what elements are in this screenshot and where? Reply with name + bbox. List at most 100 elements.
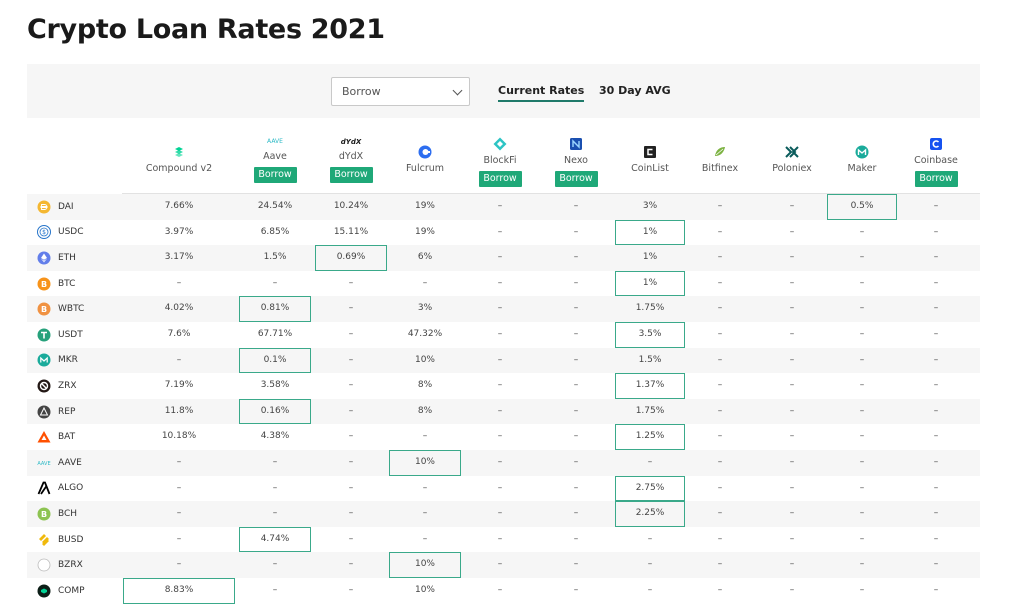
rate-cell: – (348, 482, 354, 493)
borrow-button[interactable]: Borrow (554, 171, 598, 187)
asset-symbol: WBTC (58, 304, 85, 315)
provider-header-maker: Maker (826, 144, 898, 206)
rate-cell: 47.32% (407, 329, 443, 339)
provider-name: Poloniex (772, 163, 812, 174)
rate-cell: – (573, 431, 579, 442)
rate-cell: – (348, 431, 354, 442)
rate-cell: – (789, 405, 795, 416)
rate-cell: – (859, 277, 865, 288)
rate-cell: – (933, 508, 939, 519)
asset-symbol: REP (58, 406, 76, 417)
rate-cell: – (272, 457, 278, 467)
rate-cell: – (573, 226, 579, 237)
mode-select[interactable]: Borrow (331, 77, 470, 106)
asset-cell: ETH (37, 245, 76, 271)
borrow-button[interactable]: Borrow (253, 167, 297, 183)
page-title: Crypto Loan Rates 2021 (27, 14, 385, 45)
asset-symbol: USDC (58, 227, 84, 238)
provider-name: Fulcrum (405, 163, 444, 174)
rate-cell: 2.25% (635, 508, 665, 519)
rate-cell: – (859, 508, 865, 519)
asset-cell: AAVE AAVE (37, 450, 81, 476)
rate-cell: 7.19% (164, 380, 194, 391)
rate-cell: – (497, 303, 503, 314)
rate-cell: – (497, 405, 503, 416)
rate-cell: – (573, 405, 579, 416)
borrow-button[interactable]: Borrow (914, 171, 958, 187)
usdt-icon (37, 328, 51, 342)
asset-cell: BAT (37, 424, 75, 450)
rate-cell: – (497, 482, 503, 493)
provider-header-poloniex: Poloniex (756, 144, 828, 206)
rate-cell: – (573, 380, 579, 391)
best-rate-highlight (239, 347, 311, 374)
asset-symbol: BTC (58, 278, 76, 289)
asset-cell: COMP (37, 578, 85, 604)
rate-cell: 1% (642, 226, 658, 237)
rate-cell: – (717, 252, 723, 263)
rate-cell: – (789, 559, 795, 570)
rate-cell: 1.75% (635, 405, 665, 416)
table-row: COMP 8.83% – – 10% – – – – – – – (27, 578, 980, 604)
aave-icon: AAVE (267, 138, 283, 145)
provider-name: Nexo (564, 155, 588, 166)
rate-cell: – (573, 585, 579, 595)
best-rate-highlight (123, 578, 235, 604)
rate-cell: – (497, 533, 503, 544)
rate-cell: – (859, 457, 865, 467)
provider-header-blockfi: BlockFi Borrow (463, 136, 537, 198)
provider-header-nexo: Nexo Borrow (539, 136, 613, 198)
provider-name: Maker (847, 163, 877, 174)
rate-cell: – (647, 585, 653, 595)
rate-cell: – (789, 482, 795, 493)
table-row: BZRX – – – 10% – – – – – – – (27, 552, 980, 578)
rate-cell: – (573, 252, 579, 263)
rate-cell: – (176, 277, 182, 288)
rate-cell: – (573, 457, 579, 467)
rate-cell: – (497, 431, 503, 442)
compound-icon (175, 147, 183, 157)
borrow-button[interactable]: Borrow (329, 167, 373, 183)
rate-cell: – (348, 277, 354, 288)
tab-current-rates[interactable]: Current Rates (498, 84, 585, 102)
rate-cell: – (717, 380, 723, 391)
rate-cell: 10% (414, 559, 435, 570)
rate-cell: – (573, 277, 579, 288)
rate-cell: – (497, 457, 503, 467)
borrow-button[interactable]: Borrow (478, 171, 522, 187)
table-row: B BTC – – – – – – 1% – – – – (27, 270, 980, 297)
rate-cell: – (497, 585, 503, 595)
rate-cell: – (859, 431, 865, 442)
coinbase-icon (930, 138, 942, 150)
best-rate-highlight (615, 424, 685, 450)
rate-cell: – (789, 277, 795, 288)
rate-cell: 3.5% (638, 329, 662, 339)
tab-30-day-avg[interactable]: 30 Day AVG (599, 84, 671, 97)
rate-cell: – (573, 354, 579, 365)
blockfi-icon (493, 137, 507, 151)
rate-cell: – (272, 585, 278, 595)
rate-cell: – (573, 559, 579, 570)
provider-name: Compound v2 (145, 163, 213, 174)
eth-icon (37, 251, 51, 265)
svg-text:B: B (41, 305, 47, 314)
asset-symbol: BAT (58, 432, 76, 443)
asset-symbol: ETH (58, 252, 76, 263)
rate-cell: 8.83% (164, 585, 194, 595)
asset-cell: BUSD (37, 527, 83, 553)
btc-icon: B (37, 277, 51, 291)
rate-cell: – (933, 303, 939, 314)
rate-cell: – (497, 354, 503, 365)
rate-cell: – (933, 380, 939, 391)
rate-cell: – (789, 508, 795, 519)
rate-cell: – (272, 482, 278, 493)
comp-icon (37, 584, 51, 598)
rate-cell: – (933, 252, 939, 263)
rate-cell: 0.69% (336, 252, 366, 263)
best-rate-highlight (315, 245, 387, 271)
rate-cell: – (789, 585, 795, 595)
rate-cell: 4.74% (260, 533, 290, 544)
rate-cell: – (859, 405, 865, 416)
rate-cell: – (573, 201, 579, 211)
provider-header-compound-v2: Compound v2 (122, 144, 236, 206)
